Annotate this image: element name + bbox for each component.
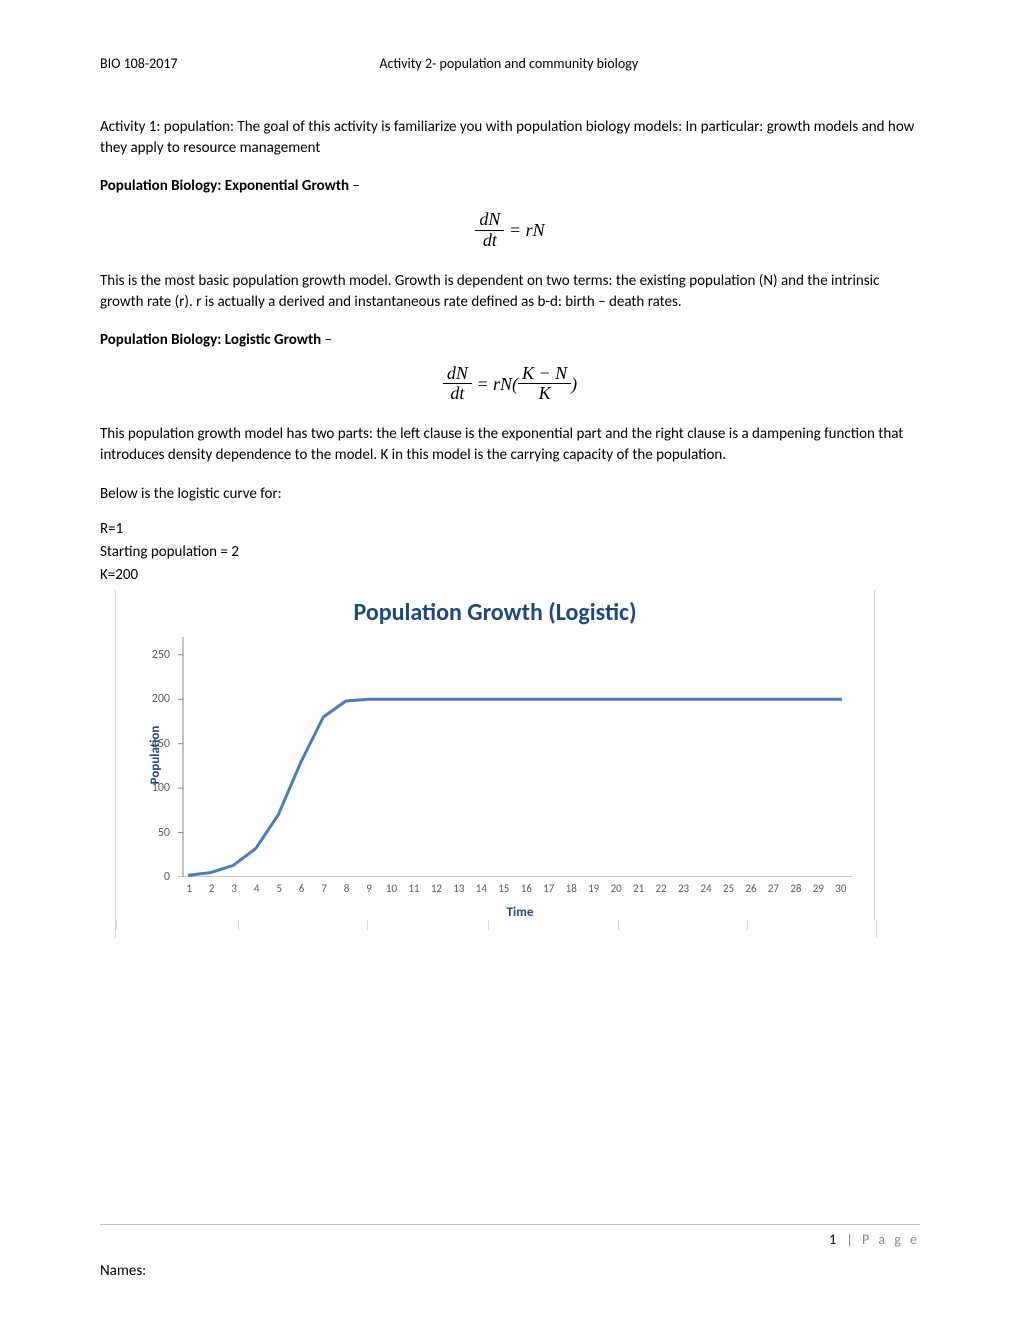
y-tick-label: 0 [164, 870, 170, 884]
x-tick-label: 7 [313, 882, 335, 895]
section2-title-rest: – [321, 331, 332, 349]
section1-title-bold: Population Biology: Exponential Growth [100, 177, 349, 195]
y-tick-label: 250 [152, 648, 170, 662]
y-tick-label: 50 [158, 826, 170, 840]
section1-title: Population Biology: Exponential Growth – [100, 177, 920, 195]
x-tick-label: 24 [695, 882, 717, 895]
y-tick-label: 200 [152, 692, 170, 706]
eq2-lhs-den: dt [443, 384, 472, 404]
page-footer: 1 | P a g e Names: [100, 1224, 920, 1280]
chart-x-label: Time [178, 905, 862, 920]
x-tick-label: 28 [785, 882, 807, 895]
footer-divider [100, 1224, 920, 1225]
below-text: Below is the logistic curve for: [100, 484, 920, 505]
x-tick-label: 4 [245, 882, 267, 895]
names-label: Names: [100, 1262, 920, 1280]
y-tick-label: 100 [152, 781, 170, 795]
section2-body: This population growth model has two par… [100, 424, 920, 466]
chart-bottom-ticks [115, 920, 877, 938]
x-tick-label: 25 [717, 882, 739, 895]
equation-logistic: dN dt = rN( K − N K ) [100, 364, 920, 405]
x-tick-label: 6 [290, 882, 312, 895]
x-tick-label: 26 [740, 882, 762, 895]
chart-title: Population Growth (Logistic) [128, 598, 862, 627]
x-tick-label: 18 [560, 882, 582, 895]
x-tick-label: 11 [403, 882, 425, 895]
eq1-num: dN [475, 210, 504, 231]
param-k: K=200 [100, 565, 920, 586]
x-tick-label: 15 [493, 882, 515, 895]
eq2-frac-num: K − N [518, 364, 571, 385]
section2-title-bold: Population Biology: Logistic Growth [100, 331, 321, 349]
page-number: 1 | P a g e [100, 1231, 920, 1248]
section1-body: This is the most basic population growth… [100, 271, 920, 313]
x-ticks: 1234567891011121314151617181920212223242… [178, 882, 852, 895]
header-center: Activity 2- population and community bio… [379, 55, 638, 72]
page-header: BIO 108-2017 Activity 2- population and … [100, 55, 920, 72]
x-tick-label: 21 [627, 882, 649, 895]
eq1-rhs: rN [526, 220, 545, 240]
x-tick-label: 5 [268, 882, 290, 895]
y-tick-label: 150 [152, 737, 170, 751]
eq2-close: ) [571, 373, 577, 393]
param-start: Starting population = 2 [100, 542, 920, 563]
eq2-eq: = [472, 373, 493, 393]
x-tick-label: 13 [448, 882, 470, 895]
header-left: BIO 108-2017 [100, 55, 178, 72]
x-tick-label: 9 [358, 882, 380, 895]
equation-exponential: dN dt = rN [100, 210, 920, 251]
x-tick-label: 3 [223, 882, 245, 895]
chart-y-label: Population [148, 726, 163, 785]
x-tick-label: 14 [470, 882, 492, 895]
section1-title-rest: – [349, 177, 360, 195]
eq2-mid: rN( [493, 373, 518, 393]
chart-svg [178, 637, 852, 877]
x-tick-label: 10 [380, 882, 402, 895]
intro-text: Activity 1: population: The goal of this… [100, 117, 920, 159]
page-num-value: 1 [829, 1231, 836, 1248]
x-tick-label: 8 [335, 882, 357, 895]
x-tick-label: 30 [830, 882, 852, 895]
x-tick-label: 16 [515, 882, 537, 895]
x-tick-label: 12 [425, 882, 447, 895]
x-tick-label: 27 [762, 882, 784, 895]
x-tick-label: 29 [807, 882, 829, 895]
param-r: R=1 [100, 519, 920, 540]
eq1-eq: = [504, 220, 525, 240]
x-tick-label: 1 [178, 882, 200, 895]
page-label: P a g e [862, 1231, 920, 1248]
x-tick-label: 22 [650, 882, 672, 895]
x-tick-label: 17 [538, 882, 560, 895]
eq1-den: dt [475, 231, 504, 251]
section2-title: Population Biology: Logistic Growth – [100, 331, 920, 349]
chart-container: Population Growth (Logistic) Population … [115, 590, 875, 920]
eq2-frac-den: K [518, 384, 571, 404]
x-tick-label: 19 [582, 882, 604, 895]
chart-plot-area: 050100150200250 123456789101112131415161… [178, 637, 852, 877]
x-tick-label: 20 [605, 882, 627, 895]
x-tick-label: 2 [200, 882, 222, 895]
eq2-lhs-num: dN [443, 364, 472, 385]
x-tick-label: 23 [672, 882, 694, 895]
